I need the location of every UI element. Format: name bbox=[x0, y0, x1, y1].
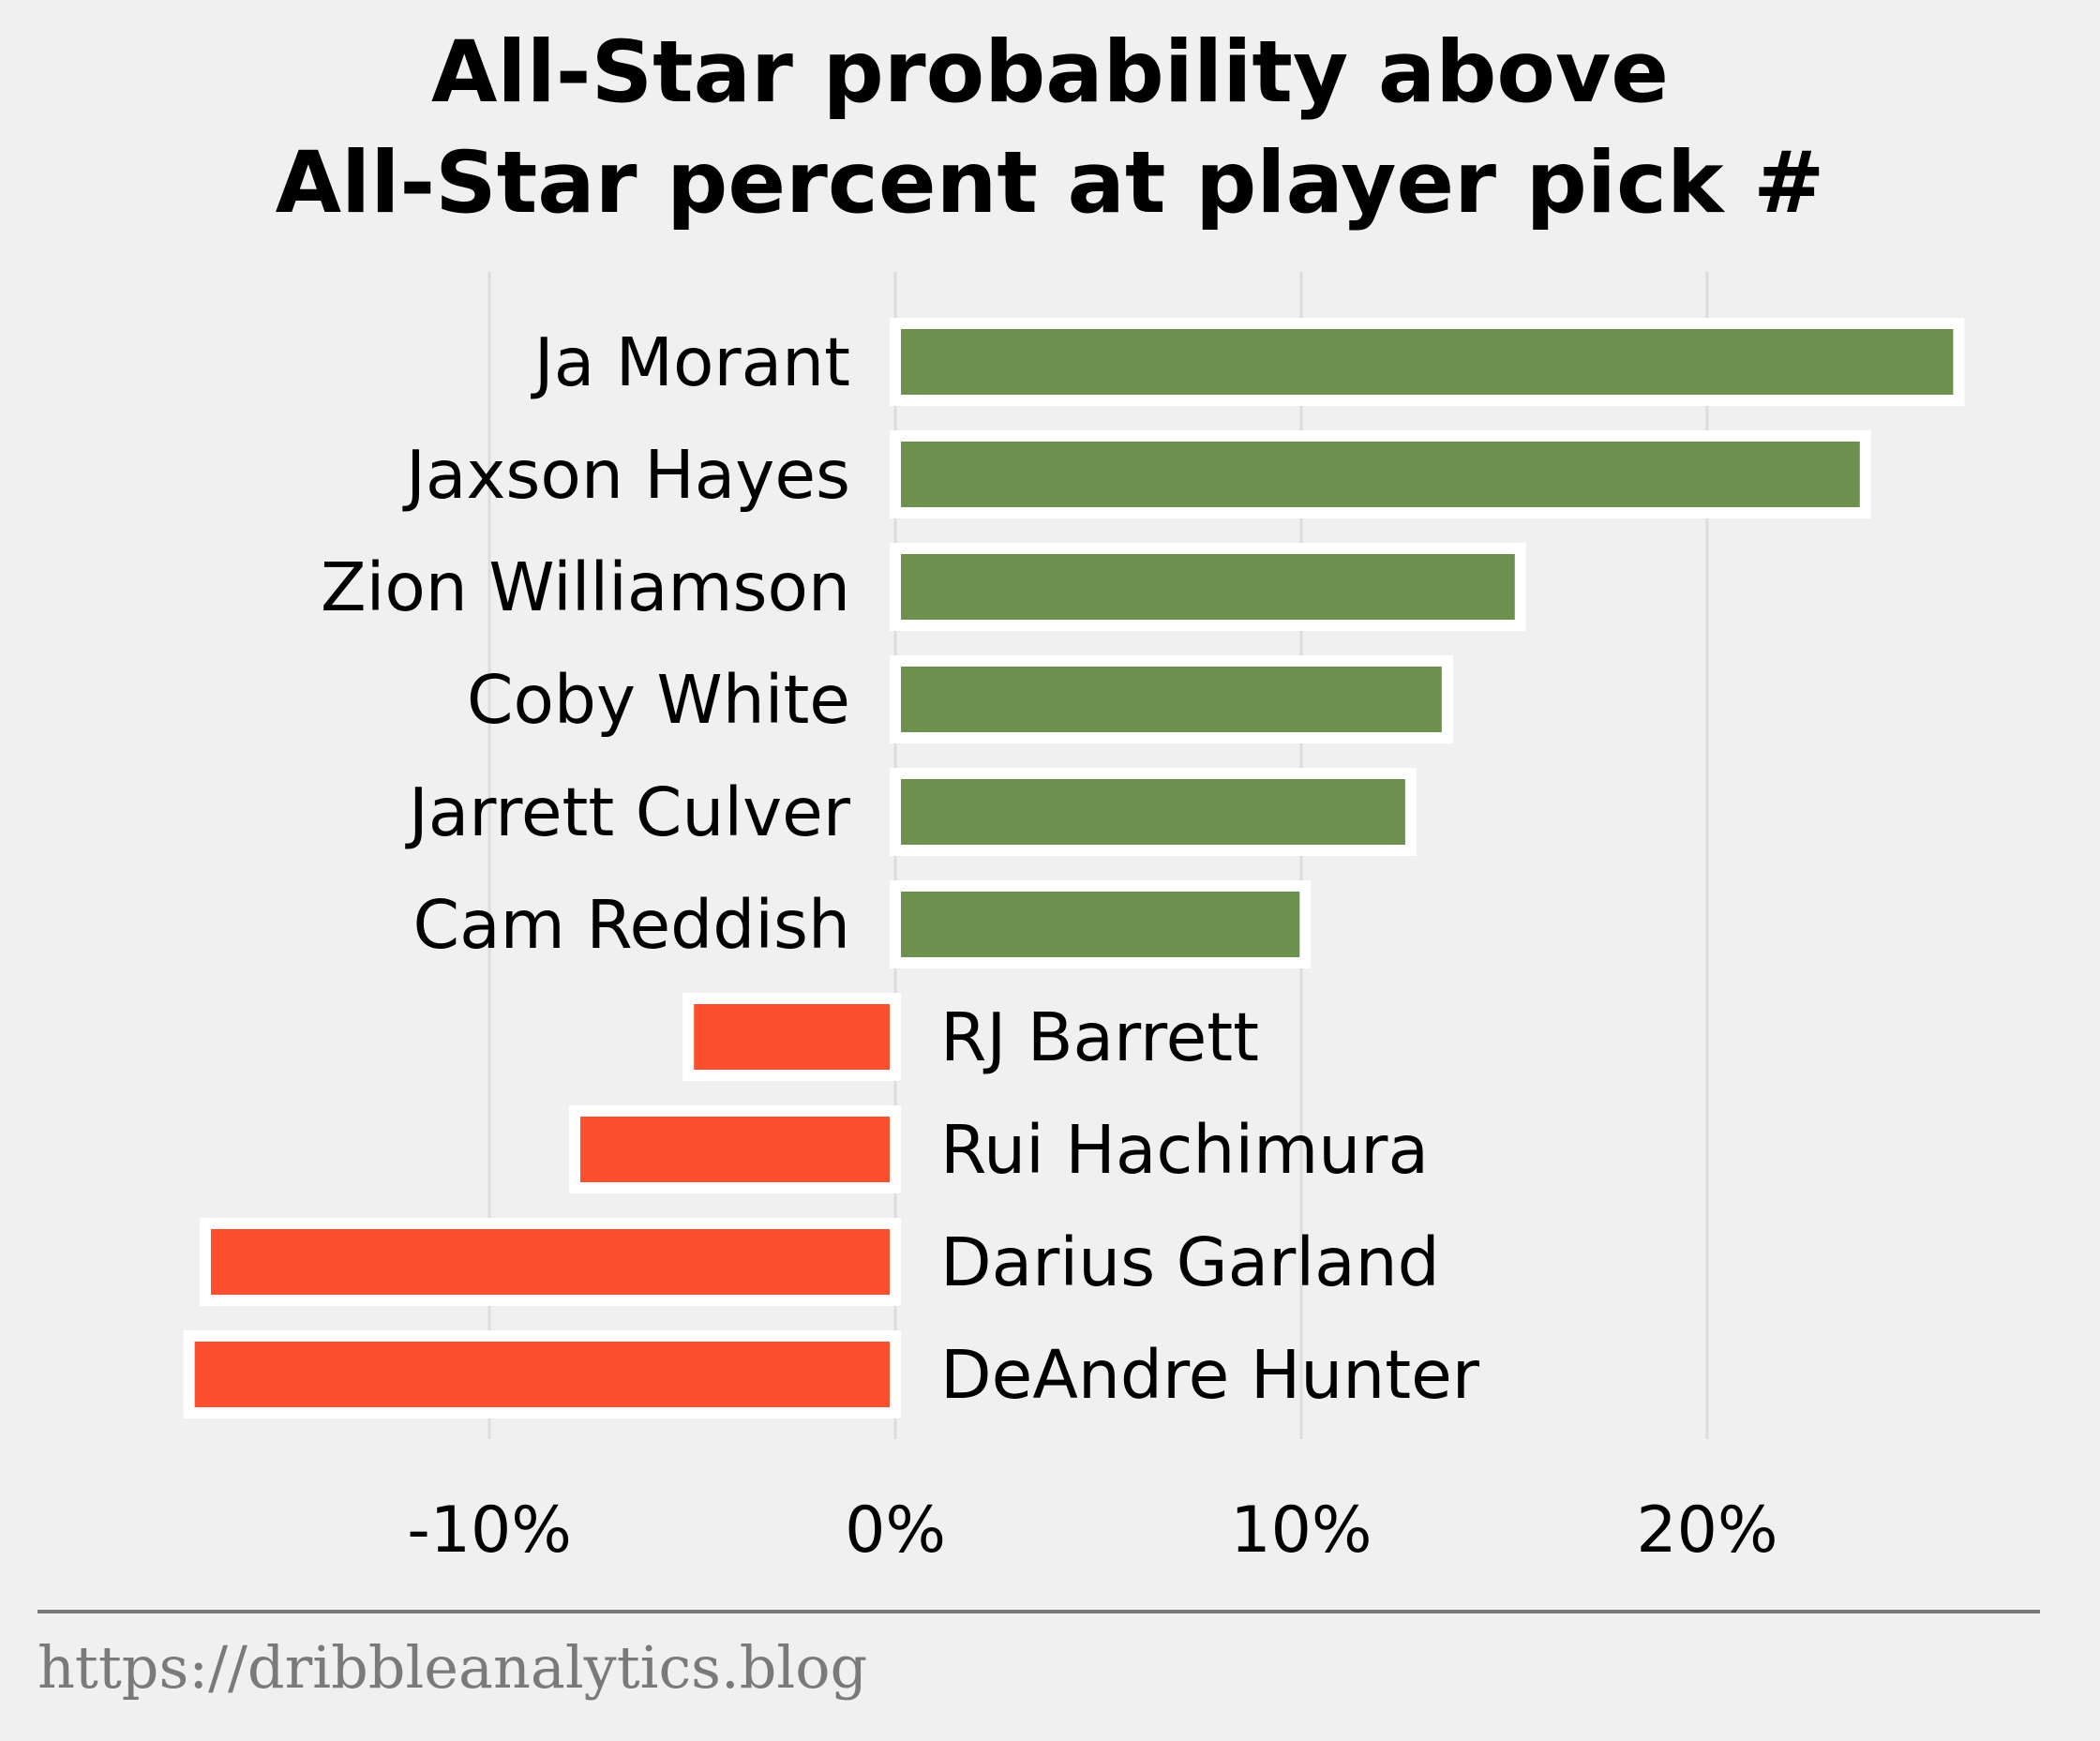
bar bbox=[890, 543, 1526, 631]
category-label: Jaxson Hayes bbox=[402, 436, 850, 514]
category-label: Coby White bbox=[467, 661, 850, 739]
category-label: Rui Hachimura bbox=[940, 1111, 1429, 1189]
category-label: Darius Garland bbox=[940, 1223, 1440, 1301]
bar bbox=[890, 768, 1417, 856]
x-axis-tick-labels: -10% 0% 10% 20% bbox=[407, 1493, 1778, 1568]
category-label: DeAndre Hunter bbox=[940, 1336, 1480, 1414]
chart-title-line-1: All-Star probability above bbox=[431, 23, 1669, 122]
bar bbox=[890, 430, 1871, 518]
chart-title-line-2: All-Star percent at player pick # bbox=[276, 134, 1825, 233]
category-label: Zion Williamson bbox=[321, 548, 850, 626]
bar bbox=[890, 655, 1453, 743]
bar bbox=[890, 318, 1965, 406]
bar bbox=[199, 1218, 902, 1306]
x-tick-label: 20% bbox=[1636, 1493, 1778, 1568]
x-tick-label: 0% bbox=[845, 1493, 946, 1568]
category-labels: Ja Morant Jaxson Hayes Zion Williamson Coby… bbox=[321, 323, 1480, 1414]
bars bbox=[183, 318, 1965, 1418]
bar bbox=[890, 880, 1312, 968]
x-tick-label: 10% bbox=[1230, 1493, 1372, 1568]
x-tick-label: -10% bbox=[407, 1493, 572, 1568]
category-label: RJ Barrett bbox=[940, 998, 1259, 1076]
footer-source-text: https://dribbleanalytics.blog bbox=[38, 1633, 867, 1702]
category-label: Jarrett Culver bbox=[405, 773, 851, 851]
bar bbox=[682, 993, 902, 1081]
category-label: Ja Morant bbox=[531, 323, 850, 401]
bar bbox=[568, 1105, 902, 1193]
bar bbox=[183, 1330, 902, 1418]
category-label: Cam Reddish bbox=[413, 886, 851, 964]
